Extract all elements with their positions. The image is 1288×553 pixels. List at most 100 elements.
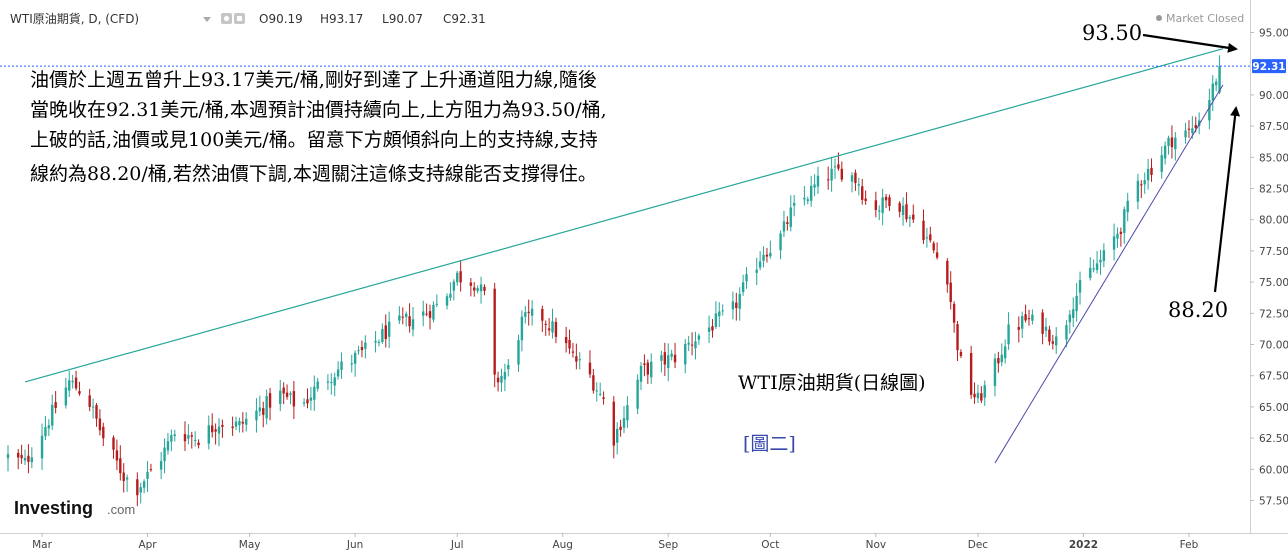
candle	[929, 226, 932, 243]
dropdown-caret-icon[interactable]	[203, 17, 211, 22]
y-tick-label: 65.00	[1259, 402, 1288, 414]
candle	[813, 174, 816, 197]
y-tick-label: 75.00	[1259, 277, 1288, 289]
candle	[1095, 250, 1099, 274]
candle	[857, 177, 861, 196]
candle	[809, 175, 813, 207]
candle	[27, 444, 30, 474]
chart-title: WTI原油期貨(日線圖)	[738, 372, 926, 394]
candle	[68, 370, 71, 397]
candle	[503, 363, 507, 392]
candle	[64, 377, 68, 409]
x-axis-ticks: Mar Apr May Jun Jul Aug Sep Oct Nov Dec 2022 Feb	[32, 533, 1199, 551]
candle	[881, 188, 884, 226]
candle	[694, 331, 697, 360]
candle	[493, 282, 496, 388]
candle	[1146, 158, 1150, 190]
candle	[459, 260, 462, 292]
candle	[905, 192, 908, 223]
candle	[221, 419, 224, 438]
candle	[401, 307, 404, 325]
candle	[245, 412, 248, 432]
candle	[949, 271, 952, 310]
y-tick-label: 90.00	[1259, 90, 1288, 102]
candle	[404, 311, 408, 327]
candle	[139, 482, 142, 504]
ohlc-values: O90.19 H93.17 L90.07 C92.31	[259, 12, 486, 26]
logo-brand: Investing	[14, 498, 93, 518]
candle	[898, 201, 901, 218]
candle	[47, 419, 51, 436]
x-tick-label: May	[239, 539, 261, 551]
candle	[650, 353, 653, 384]
candle	[615, 422, 619, 455]
candle	[792, 194, 796, 217]
candle	[88, 388, 91, 412]
candle	[428, 304, 432, 330]
annotation-line: 線約為88.20/桶,若然油價下調,本週關注這條支持線能否支撐得住。	[30, 163, 597, 185]
candle	[289, 391, 292, 405]
candle	[262, 401, 265, 428]
candle	[159, 451, 163, 480]
candle	[738, 287, 741, 321]
candle	[663, 342, 667, 376]
y-tick-label: 70.00	[1259, 340, 1288, 352]
market-dot-icon	[1156, 15, 1162, 21]
y-tick-label: 72.50	[1259, 308, 1288, 320]
candle	[959, 349, 963, 359]
candle	[1000, 343, 1003, 367]
last-price-label: 92.31	[1252, 61, 1285, 73]
candle	[496, 371, 500, 392]
x-tick-label: Feb	[1180, 539, 1199, 551]
annotation-line: 油價於上週五曾升上93.17美元/桶,剛好到達了上升通道阻力線,隨後	[30, 69, 597, 91]
candle	[993, 353, 997, 397]
candle	[51, 394, 54, 430]
symbol-title: WTI原油期貨, D, (CFD)	[10, 11, 139, 26]
annotation-line: 上破的話,油價或見100美元/桶。留意下方頗傾斜向上的支持線,支持	[30, 129, 598, 151]
candle	[384, 314, 387, 348]
candle	[547, 318, 551, 336]
x-tick-label: Apr	[138, 539, 157, 551]
candle	[1163, 141, 1167, 165]
settings-icon[interactable]	[221, 13, 245, 24]
candle	[507, 359, 510, 377]
candle	[711, 319, 714, 338]
candle	[146, 461, 149, 492]
ohlc-high: H93.17	[320, 12, 363, 26]
candle	[302, 398, 306, 407]
candle	[364, 335, 367, 359]
candle	[997, 351, 1000, 373]
candle	[874, 191, 878, 218]
candle	[333, 372, 336, 397]
candle	[1072, 297, 1075, 328]
candle	[530, 300, 534, 326]
candle	[786, 216, 789, 231]
candle	[340, 352, 343, 379]
candle	[1024, 304, 1027, 323]
candle	[789, 195, 792, 232]
candle	[350, 354, 353, 373]
candle	[687, 336, 690, 352]
candle	[779, 230, 782, 260]
candle	[425, 303, 428, 317]
candle	[292, 381, 296, 419]
candle	[731, 291, 735, 320]
candle	[170, 429, 173, 452]
candle	[758, 251, 762, 271]
candle	[163, 438, 166, 474]
candle	[602, 391, 605, 405]
candle	[173, 429, 176, 442]
y-tick-label: 77.50	[1259, 246, 1288, 258]
candle	[282, 382, 285, 405]
candle	[285, 384, 289, 400]
ohlc-open: O90.19	[259, 12, 303, 26]
candle	[1218, 55, 1221, 95]
candle	[44, 415, 47, 441]
candle	[673, 342, 677, 369]
candle	[980, 386, 983, 404]
candle	[1143, 172, 1146, 194]
x-tick-label: Sep	[658, 539, 678, 551]
candle	[1140, 180, 1143, 199]
candle	[360, 340, 364, 358]
